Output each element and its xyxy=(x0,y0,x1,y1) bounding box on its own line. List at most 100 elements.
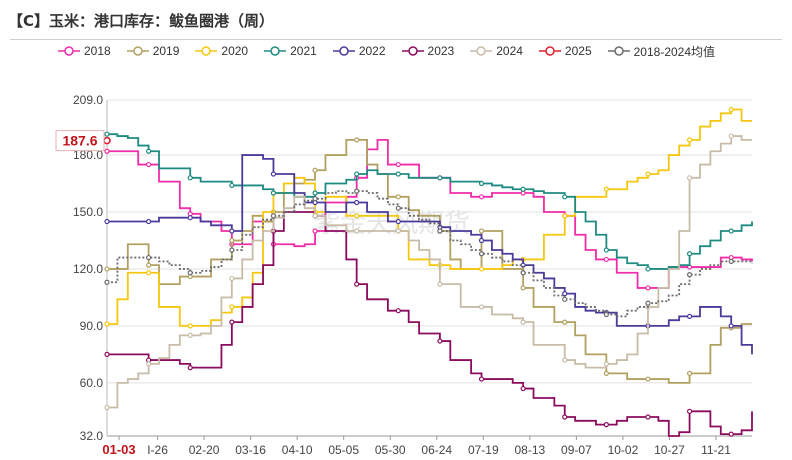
data-point xyxy=(395,218,401,225)
data-point xyxy=(312,213,318,219)
data-point xyxy=(187,365,193,371)
data-point xyxy=(395,194,401,200)
legend-item-2024[interactable]: 2024 xyxy=(470,44,523,58)
data-point xyxy=(146,254,152,261)
data-point xyxy=(728,106,734,113)
data-point xyxy=(354,281,360,287)
data-point xyxy=(478,180,485,187)
series-2025 xyxy=(103,136,111,145)
data-point xyxy=(229,228,235,234)
data-point xyxy=(395,171,401,177)
y-tick-label: 120.0 xyxy=(73,262,103,276)
data-point xyxy=(686,251,693,257)
data-point xyxy=(520,319,526,325)
series-line-2018 xyxy=(107,138,753,289)
legend-item-2019[interactable]: 2019 xyxy=(126,44,179,58)
data-point-2025 xyxy=(103,136,111,145)
data-point xyxy=(104,148,110,154)
series-line-2023 xyxy=(107,211,753,437)
series-line-2018-2024均值 xyxy=(107,190,753,318)
legend-item-2018[interactable]: 2018 xyxy=(58,44,111,58)
data-point xyxy=(728,228,734,234)
data-point xyxy=(562,357,568,363)
data-point xyxy=(478,251,485,257)
data-point xyxy=(229,247,235,253)
legend-item-2022[interactable]: 2022 xyxy=(332,44,386,58)
series-line-2024 xyxy=(107,135,752,409)
x-tick-label: 10-02 xyxy=(608,443,639,457)
data-point xyxy=(270,190,277,196)
y-tick-label: 209.0 xyxy=(73,93,103,107)
x-tick-label: 07-19 xyxy=(468,443,499,457)
data-point xyxy=(270,171,277,177)
legend-label: 2025 xyxy=(564,44,592,58)
series-2019 xyxy=(104,137,752,384)
data-point xyxy=(728,133,734,139)
series-2018-2024均值 xyxy=(104,188,753,318)
x-tick-label: 06-24 xyxy=(421,443,452,457)
legend: 2018 2019 2020 2021 2022 2023 2024 2025 2018-202… xyxy=(58,41,731,61)
data-point xyxy=(478,194,485,200)
data-point xyxy=(520,270,526,276)
data-point xyxy=(437,175,443,181)
data-point xyxy=(187,332,193,338)
data-point xyxy=(187,175,193,181)
x-tick-label: 04-10 xyxy=(282,443,313,457)
data-point xyxy=(104,218,110,225)
x-tick-label: 08-13 xyxy=(514,443,545,457)
chart-title: 【C】玉米：港口库存：鲅鱼圈港（周） xyxy=(8,12,275,30)
data-point xyxy=(354,188,360,194)
data-point xyxy=(520,186,526,192)
legend-item-2021[interactable]: 2021 xyxy=(264,44,317,58)
data-point xyxy=(312,196,318,202)
data-point xyxy=(603,186,609,192)
data-point xyxy=(229,319,235,325)
data-point xyxy=(603,361,609,367)
data-point xyxy=(104,279,110,285)
data-point xyxy=(187,323,193,329)
data-point xyxy=(686,272,693,278)
x-tick-label: 05-05 xyxy=(328,443,359,457)
data-point xyxy=(312,190,318,196)
x-tick-label: 09-07 xyxy=(561,443,592,457)
x-tick-label: 10-27 xyxy=(654,443,685,457)
data-point xyxy=(562,414,568,420)
data-point xyxy=(395,161,401,168)
data-point xyxy=(312,167,318,173)
data-point xyxy=(603,247,609,253)
legend-item-2023[interactable]: 2023 xyxy=(401,44,454,58)
legend-label: 2022 xyxy=(358,44,386,58)
data-point xyxy=(728,431,734,437)
data-point xyxy=(104,321,110,327)
legend-item-2020[interactable]: 2020 xyxy=(195,44,248,58)
y-tick-label: 60.0 xyxy=(80,376,104,390)
legend-marker-icon xyxy=(126,46,149,56)
data-point xyxy=(728,258,734,264)
data-point xyxy=(146,161,152,168)
data-point xyxy=(437,228,443,234)
legend-item-2018-2024均值[interactable]: 2018-2024均值 xyxy=(607,43,716,60)
legend-label: 2021 xyxy=(290,44,317,58)
data-point xyxy=(520,385,526,392)
data-point xyxy=(229,275,235,282)
data-point xyxy=(603,422,609,428)
data-point xyxy=(478,376,485,382)
data-point xyxy=(229,182,235,189)
legend-label: 2018 xyxy=(84,44,111,58)
y-tick-label: 32.0 xyxy=(80,429,104,443)
data-point xyxy=(478,304,485,310)
data-point xyxy=(603,256,609,263)
data-point xyxy=(645,266,651,272)
data-point xyxy=(354,213,360,219)
highlight-value-label: 187.6 xyxy=(62,133,97,149)
y-tick-label: 90.0 xyxy=(80,319,104,333)
legend-item-2025[interactable]: 2025 xyxy=(538,44,592,58)
data-point xyxy=(686,137,693,143)
series-2024 xyxy=(104,133,752,411)
legend-label: 2024 xyxy=(496,44,523,58)
x-tick-label: 05-30 xyxy=(375,443,406,457)
data-point xyxy=(645,285,651,291)
legend-label: 2018-2024均值 xyxy=(633,44,716,59)
